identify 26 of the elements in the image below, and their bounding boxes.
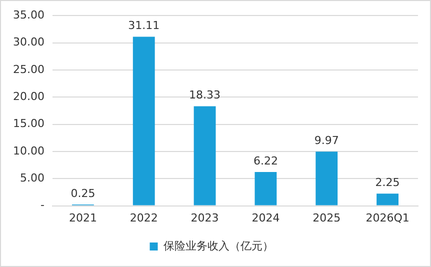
- x-tick-label: 2022: [130, 211, 158, 224]
- y-tick-label: -: [40, 198, 45, 212]
- y-tick-label: 10.00: [12, 144, 44, 158]
- bar: [132, 36, 155, 206]
- legend-label: 保险业务收入（亿元）: [163, 239, 274, 252]
- data-label: 6.22: [253, 154, 278, 168]
- x-tick-label: 2024: [252, 211, 280, 224]
- y-tick-label: 25.00: [12, 62, 44, 76]
- data-label: 31.11: [128, 19, 160, 32]
- bar: [376, 194, 399, 206]
- bar: [316, 152, 338, 206]
- y-tick-label: 5.00: [20, 171, 44, 184]
- y-tick-label: 35.00: [12, 8, 44, 22]
- data-label: 18.33: [189, 88, 221, 102]
- bar: [194, 106, 216, 206]
- data-label: 9.97: [314, 134, 339, 147]
- data-label: 0.25: [70, 186, 96, 200]
- x-tick-label: 2023: [190, 211, 219, 224]
- x-tick-label: 2025: [312, 211, 341, 224]
- y-tick-label: 20.00: [12, 90, 44, 103]
- y-tick-label: 30.00: [12, 36, 44, 49]
- x-tick-label: 2026Q1: [366, 211, 410, 224]
- data-label: 2.25: [375, 176, 400, 189]
- bar: [254, 172, 277, 206]
- y-tick-label: 15.00: [12, 117, 44, 130]
- x-tick-label: 2021: [68, 211, 97, 224]
